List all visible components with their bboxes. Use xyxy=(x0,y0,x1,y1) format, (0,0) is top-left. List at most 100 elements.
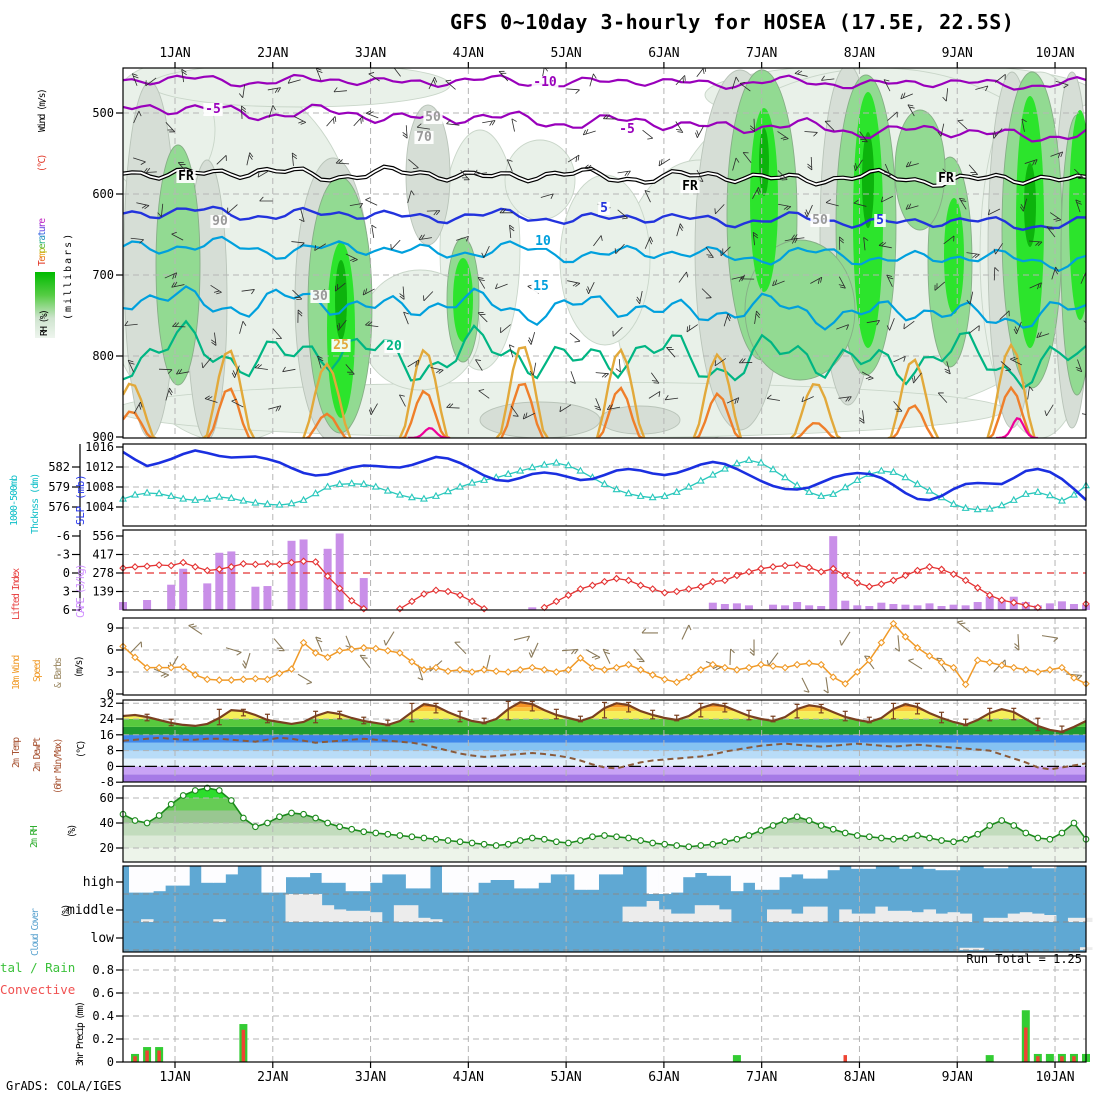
tick-label: high xyxy=(83,875,114,890)
tick-label: 5JAN xyxy=(550,46,581,61)
axis-label-degc: (°C) xyxy=(37,155,48,172)
axis-label-thickness-1: 1000-500mb xyxy=(9,475,20,526)
tick-label: -5 xyxy=(619,122,635,137)
tick-label: 10 xyxy=(535,234,551,249)
tick-label: 576 xyxy=(48,500,70,514)
legend-convective: Convective xyxy=(0,982,76,997)
tick-label: 6JAN xyxy=(648,1070,679,1085)
legend-total-rain: tal / Rain xyxy=(0,960,76,975)
tick-label: 20 xyxy=(386,339,402,354)
upper-wind-barbs xyxy=(124,68,1086,424)
axis-label-lifted-index: Lifted Index xyxy=(11,569,22,620)
tick-label: 1004 xyxy=(85,500,114,514)
tick-label: 579 xyxy=(48,480,70,494)
tick-label: 20 xyxy=(100,841,114,855)
tick-label: 0 xyxy=(63,566,70,580)
tick-label: 4JAN xyxy=(453,46,484,61)
tick-label: 0 xyxy=(107,759,114,773)
tick-label: 15 xyxy=(533,279,549,294)
tick-label: low xyxy=(91,931,115,946)
panel-2m-rh: 60 40 20 xyxy=(100,784,1090,863)
tick-label: -3 xyxy=(56,548,70,562)
tick-label: 556 xyxy=(92,529,114,543)
tick-label: 6JAN xyxy=(648,46,679,61)
tick-label: 417 xyxy=(92,548,114,562)
panel-10m-wind: 9 6 3 0 xyxy=(107,617,1090,701)
tick-label: 5 xyxy=(600,201,608,216)
axis-label-2m-rh-pct: (%) xyxy=(67,825,78,838)
tick-label: 50 xyxy=(425,110,441,125)
tick-label: 2JAN xyxy=(257,46,288,61)
tick-label: 600 xyxy=(92,187,114,201)
panel-2m-temp: 32 24 16 80 -8 xyxy=(100,696,1087,789)
temperature-letter: r xyxy=(37,240,48,245)
tick-label: FR xyxy=(938,171,954,186)
temperature-letter: e xyxy=(37,244,48,250)
tick-label: 900 xyxy=(92,430,114,444)
tick-label: 3 xyxy=(107,665,114,679)
tick-label: 25 xyxy=(333,338,349,353)
temperature-letter: e xyxy=(37,219,48,224)
tick-label: 6 xyxy=(63,603,70,617)
tick-label: 4JAN xyxy=(453,1070,484,1085)
axis-label-slp: SLP (mb) xyxy=(75,474,87,525)
panel-upper-air xyxy=(123,68,1086,438)
tick-label: -8 xyxy=(100,775,114,789)
temperature-letter: T xyxy=(37,261,48,266)
tick-label: 32 xyxy=(100,696,114,710)
axis-label-6hr-minmax: (6hr Min/Max) xyxy=(53,739,64,794)
temperature-letter: a xyxy=(37,236,48,241)
tick-label: middle xyxy=(67,903,114,918)
tick-label: 800 xyxy=(92,349,114,363)
upper-contour-labels: -10 -5 -5 5 5 10 15 20 25 30 50 50 70 90 FR FR FR xyxy=(176,75,956,354)
tick-label: 5JAN xyxy=(550,1070,581,1085)
axis-label-rh: RH (%) xyxy=(39,310,50,336)
axis-label-degc-2m: (°C) xyxy=(76,741,87,758)
tick-label: 60 xyxy=(100,791,114,805)
tick-label: 9 xyxy=(107,621,114,635)
axis-label-2m-temp: 2m Temp xyxy=(11,738,22,768)
temperature-letter: t xyxy=(37,232,48,237)
axis-label-barbs: & Barbs xyxy=(53,658,64,688)
page-title: GFS 0~10day 3-hourly for HOSEA (17.5E, 2… xyxy=(450,10,1015,34)
tick-label: 9JAN xyxy=(942,46,973,61)
axis-label-2m-rh: 2m RH xyxy=(29,826,40,848)
temperature-letter: p xyxy=(37,249,48,254)
tick-label: 0.8 xyxy=(92,963,114,977)
tick-label: 1012 xyxy=(85,460,114,474)
tick-label: 10JAN xyxy=(1035,46,1074,61)
tick-label: 0 xyxy=(107,687,114,701)
panel-upper-axes: 500 600 700 800 900 1JAN 2JAN 3JAN 4JAN 5JAN 6JAN 7… xyxy=(92,46,1087,444)
panel-cape-li: 556 417 278 139 -6 -3 0 3 6 xyxy=(56,529,1090,617)
tick-label: 3JAN xyxy=(355,46,386,61)
panel-cloud-cover: high middle low xyxy=(67,865,1093,953)
axis-label-cloud-cover: Cloud Cover xyxy=(30,909,41,956)
tick-label: 6 xyxy=(107,643,114,657)
axis-label-2m-dewpt: 2m DewPt xyxy=(32,738,43,772)
axis-label-10m-wind: 10m Wind xyxy=(11,656,22,690)
tick-label: 8JAN xyxy=(844,1070,875,1085)
tick-label: 3 xyxy=(63,585,70,599)
tick-label: 90 xyxy=(212,214,228,229)
axis-label-temperature: Temperature xyxy=(37,180,48,266)
tick-label: 0.4 xyxy=(92,1009,114,1023)
tick-label: -10 xyxy=(533,75,557,90)
axis-label-speed: Speed xyxy=(32,660,43,682)
temperature-letter: e xyxy=(37,257,48,262)
tick-label: 40 xyxy=(100,816,114,830)
tick-label: 0.2 xyxy=(92,1032,114,1046)
tick-label: 2JAN xyxy=(257,1070,288,1085)
tick-label: 7JAN xyxy=(746,1070,777,1085)
panel-slp-thickness: 1016 1012 1008 1004 582 579 576 xyxy=(48,440,1091,527)
tick-label: 700 xyxy=(92,268,114,282)
tick-label: 1JAN xyxy=(159,1070,190,1085)
axis-label-cloud-pct: (%) xyxy=(61,905,72,918)
tick-label: 70 xyxy=(416,130,432,145)
tick-label: 3JAN xyxy=(355,1070,386,1085)
tick-label: 139 xyxy=(92,585,114,599)
grads-credit: GrADS: COLA/IGES xyxy=(6,1079,122,1093)
tick-label: 7JAN xyxy=(746,46,777,61)
tick-label: 0 xyxy=(107,1055,114,1069)
rh-legend-swatch xyxy=(35,272,55,338)
